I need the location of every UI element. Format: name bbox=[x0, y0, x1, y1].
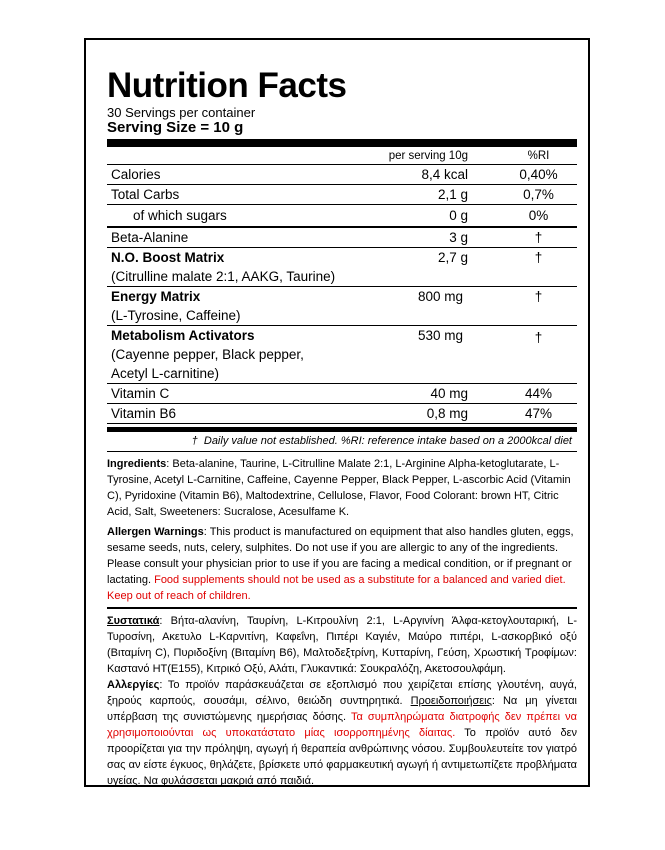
row-ri: 0,40% bbox=[470, 164, 577, 185]
row-name: Vitamin B6 bbox=[107, 403, 377, 424]
title: Nutrition Facts bbox=[107, 66, 347, 105]
label-content: Nutrition Facts 30 Servings per containe… bbox=[107, 67, 577, 789]
row-name: Metabolism Activators bbox=[111, 327, 255, 343]
row-amount: 2,7 g bbox=[437, 249, 468, 265]
nutrition-table: per serving 10g %RI Calories 8,4 kcal 0,40%… bbox=[107, 147, 577, 424]
ingredients-text: : Beta-alanine, Taurine, L-Citrulline Ma… bbox=[107, 457, 571, 518]
allergen-text: : This product is manufactured on equipm… bbox=[107, 525, 574, 586]
greek-closing: Το προϊόν αυτό δεν προορίζεται για την π… bbox=[107, 726, 577, 787]
greek-warning-label: Προειδοποιήσεις bbox=[410, 694, 492, 707]
allergen: Allergen Warnings: This product is manuf… bbox=[107, 524, 577, 604]
footnote: † Daily value not established. %RI: refe… bbox=[107, 432, 577, 452]
row-detail: Acetyl L-carnitine) bbox=[107, 363, 377, 384]
row-ri: 0% bbox=[470, 204, 577, 228]
row-ri: 44% bbox=[470, 383, 577, 404]
greek-allergen: Αλλεργίες: Το προϊόν παράσκευάζεται σε ε… bbox=[107, 677, 577, 789]
row-amount: 0 g bbox=[377, 204, 470, 228]
row-name: N.O. Boost Matrix bbox=[111, 249, 225, 265]
row-name: Total Carbs bbox=[107, 184, 377, 205]
row-name: of which sugars bbox=[107, 204, 377, 228]
row-amount: 40 mg bbox=[377, 383, 470, 404]
label-box: Nutrition Facts 30 Servings per containe… bbox=[84, 38, 590, 787]
footnote-text: Daily value not established. %RI: refere… bbox=[203, 434, 572, 447]
servings: 30 Servings per container bbox=[107, 105, 256, 120]
row-ri: † bbox=[470, 226, 577, 248]
row-amount: 0,8 mg bbox=[377, 403, 470, 424]
greek-ingredients-text: : Βήτα-αλανίνη, Ταυρίνη, L-Κιτρουλίνη 2:… bbox=[107, 614, 577, 675]
divider bbox=[107, 139, 577, 147]
row-ri: 0,7% bbox=[470, 184, 577, 205]
row-name: Beta-Alanine bbox=[107, 226, 377, 248]
row-amount: 8,4 kcal bbox=[377, 164, 470, 185]
greek-red-text: Τα συμπληρώματα διατροφής δεν πρέπει να … bbox=[107, 710, 577, 739]
allergen-label: Allergen Warnings bbox=[107, 525, 204, 538]
row-ri: † bbox=[534, 329, 543, 345]
column-header: per serving 10g bbox=[377, 147, 470, 165]
column-header: %RI bbox=[470, 147, 577, 165]
greek-ingredients: Συστατικά: Βήτα-αλανίνη, Ταυρίνη, L-Κιτρ… bbox=[107, 613, 577, 677]
row-ri: 47% bbox=[470, 403, 577, 424]
row-ri: † bbox=[534, 288, 543, 304]
row-detail: (Citrulline malate 2:1, AAKG, Taurine) bbox=[107, 266, 377, 287]
row-name: Vitamin C bbox=[107, 383, 377, 404]
header-row: per serving 10g %RI bbox=[107, 147, 577, 165]
row-name: Energy Matrix bbox=[111, 288, 201, 304]
divider bbox=[107, 606, 577, 609]
row-amount: 3 g bbox=[377, 226, 470, 248]
divider bbox=[107, 426, 577, 432]
footnote-symbol: † bbox=[191, 434, 198, 447]
ingredients-label: Ingredients bbox=[107, 457, 167, 470]
ingredients: Ingredients: Beta-alanine, Taurine, L-Ci… bbox=[107, 456, 577, 520]
row-amount: 530 mg bbox=[418, 327, 464, 343]
greek-ingredients-label: Συστατικά bbox=[107, 614, 160, 627]
row-name: Calories bbox=[107, 164, 377, 185]
greek-allergen-label: Αλλεργίες bbox=[107, 678, 160, 691]
greek-allergen-text: : Το προϊόν παράσκευάζεται σε εξοπλισμό … bbox=[107, 678, 577, 707]
serving-size: Serving Size = 10 g bbox=[107, 119, 244, 136]
row-detail: (Cayenne pepper, Black pepper, bbox=[111, 346, 304, 362]
row-detail: (L-Tyrosine, Caffeine) bbox=[107, 305, 377, 326]
row-amount: 800 mg bbox=[418, 288, 464, 304]
row-amount: 2,1 g bbox=[377, 184, 470, 205]
allergen-warning: Food supplements should not be used as a… bbox=[107, 573, 566, 602]
row-ri: † bbox=[534, 249, 543, 265]
greek-warning-text: : Να μη γίνεται υπέρβαση της συνιστώμενη… bbox=[107, 694, 577, 723]
